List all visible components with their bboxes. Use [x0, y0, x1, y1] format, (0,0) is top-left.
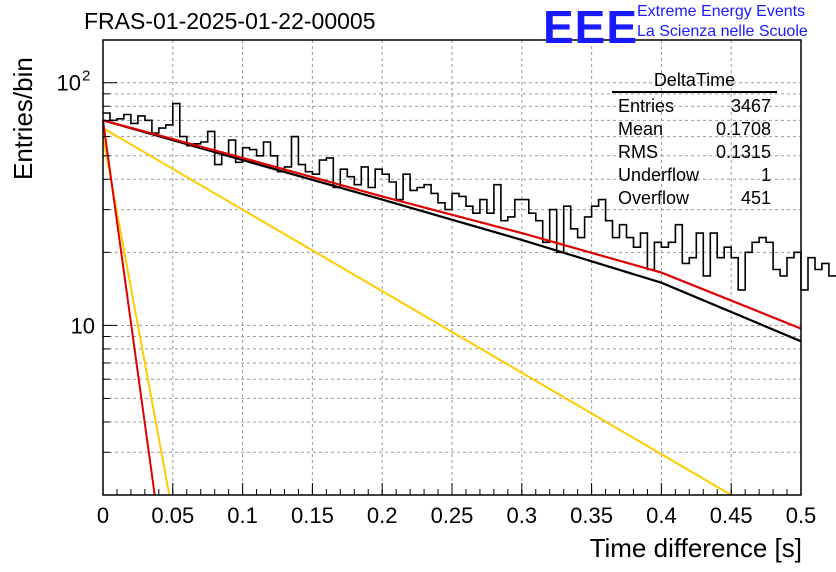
stats-label: Overflow: [618, 188, 690, 208]
stats-row-rms: RMS 0.1315: [612, 141, 777, 164]
fit-curve-4: [102, 120, 156, 496]
stats-row-entries: Entries 3467: [612, 95, 777, 118]
fit-curve-1: [102, 119, 802, 330]
stats-value: 0.1315: [715, 142, 771, 162]
fit-curves: [102, 119, 802, 496]
fit-curve-0: [102, 119, 802, 343]
stats-label: Underflow: [618, 165, 700, 185]
x-tick-label: 0.4: [646, 503, 677, 528]
stats-row-mean: Mean 0.1708: [612, 118, 777, 141]
stats-label: Entries: [618, 96, 675, 116]
axis-ticks: 0 0.05 0.1 0.15 0.2 0.25 0.3 0.35 0.4 0.45 0.51010…: [57, 68, 817, 528]
stats-row-overflow: Overflow 451: [612, 187, 777, 210]
stats-value: 3467: [730, 96, 771, 116]
x-tick-label: 0.1: [227, 503, 258, 528]
y-tick-label: 10: [71, 313, 95, 338]
x-tick-label: 0.3: [507, 503, 538, 528]
stats-value: 451: [740, 188, 771, 208]
y-tick-label: 10: [57, 71, 81, 96]
stats-value: 1: [760, 165, 771, 185]
x-tick-label: 0.25: [431, 503, 474, 528]
y-tick-exponent: 2: [82, 68, 90, 85]
plot-title: FRAS-01-2025-01-22-00005: [84, 8, 376, 34]
x-tick-label: 0: [97, 503, 109, 528]
x-tick-label: 0.05: [151, 503, 194, 528]
x-tick-label: 0.15: [291, 503, 334, 528]
eee-logo: EEE: [543, 1, 639, 53]
x-tick-label: 0.35: [570, 503, 613, 528]
stats-title: DeltaTime: [612, 70, 777, 93]
x-tick-label: 0.45: [710, 503, 753, 528]
fit-curve-2: [102, 127, 732, 496]
stats-value: 0.1708: [715, 119, 771, 139]
stats-row-underflow: Underflow 1: [612, 164, 777, 187]
stats-label: Mean: [618, 119, 664, 139]
stats-box: DeltaTime Entries 3467 Mean 0.1708 RMS 0…: [612, 70, 777, 210]
y-axis-label: Entries/bin: [8, 57, 38, 180]
stats-label: RMS: [618, 142, 658, 162]
x-axis-label: Time difference [s]: [589, 533, 802, 563]
x-tick-label: 0.5: [786, 503, 817, 528]
logo-tagline-2: La Scienza nelle Scuole: [637, 23, 808, 40]
logo-tagline-1: Extreme Energy Events: [637, 3, 806, 20]
x-tick-label: 0.2: [367, 503, 398, 528]
